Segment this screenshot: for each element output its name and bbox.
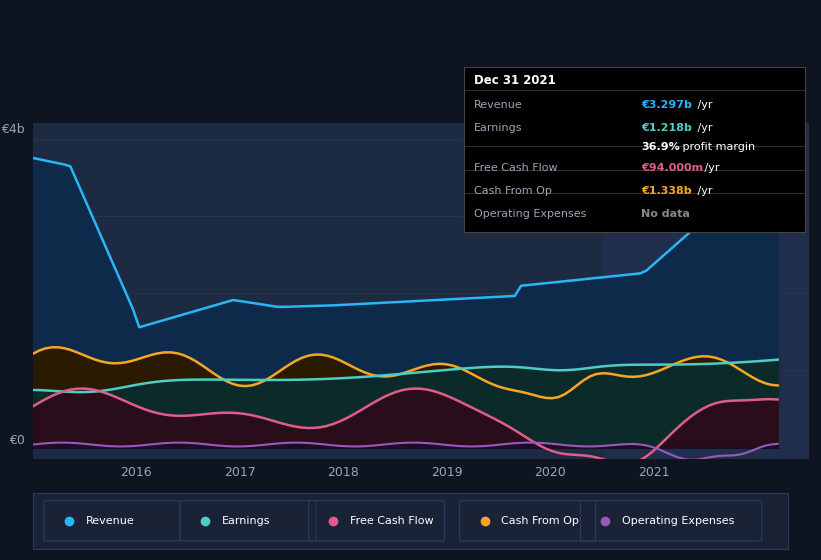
Text: profit margin: profit margin <box>678 142 754 152</box>
Text: €0: €0 <box>9 435 25 447</box>
Text: Cash From Op: Cash From Op <box>474 186 552 196</box>
Text: /yr: /yr <box>694 100 712 110</box>
Bar <box>602 123 809 459</box>
Text: /yr: /yr <box>694 186 712 196</box>
Text: Free Cash Flow: Free Cash Flow <box>350 516 433 526</box>
Text: Operating Expenses: Operating Expenses <box>474 209 586 220</box>
Text: Free Cash Flow: Free Cash Flow <box>474 163 557 173</box>
Text: €3.297b: €3.297b <box>641 100 692 110</box>
Text: Revenue: Revenue <box>474 100 523 110</box>
Text: €94.000m: €94.000m <box>641 163 703 173</box>
Text: Earnings: Earnings <box>222 516 270 526</box>
Text: Dec 31 2021: Dec 31 2021 <box>474 74 556 87</box>
Text: €1.338b: €1.338b <box>641 186 691 196</box>
Text: €4b: €4b <box>2 123 25 136</box>
Text: Earnings: Earnings <box>474 123 523 133</box>
Text: /yr: /yr <box>701 163 719 173</box>
Text: 36.9%: 36.9% <box>641 142 680 152</box>
Text: No data: No data <box>641 209 690 220</box>
Text: /yr: /yr <box>694 123 712 133</box>
Text: €1.218b: €1.218b <box>641 123 692 133</box>
Text: Revenue: Revenue <box>85 516 135 526</box>
Text: Operating Expenses: Operating Expenses <box>622 516 734 526</box>
Text: Cash From Op: Cash From Op <box>501 516 579 526</box>
